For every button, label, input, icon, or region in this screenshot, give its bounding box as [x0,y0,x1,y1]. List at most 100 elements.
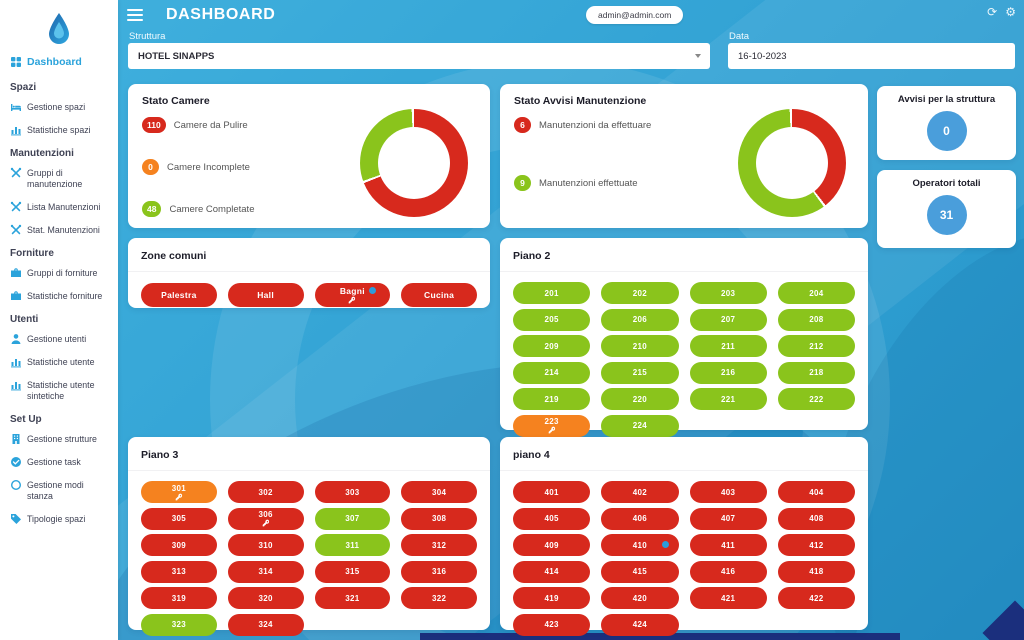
sidebar-item-label: Gestione strutture [27,433,97,444]
room-pill-223[interactable]: 223 [513,414,591,437]
legend-item: 9 Manutenzioni effettuate [514,175,738,191]
room-pill-215[interactable]: 215 [601,361,679,384]
room-pill-406[interactable]: 406 [601,507,679,530]
room-pill-313[interactable]: 313 [141,560,217,583]
sidebar-item-gruppi-di-forniture[interactable]: Gruppi di forniture [10,268,108,279]
room-pill-422[interactable]: 422 [777,587,855,609]
pill-label: 302 [258,487,273,497]
gear-icon[interactable]: ⚙ [1005,5,1016,19]
room-pill-319[interactable]: 319 [141,587,217,609]
pill-label: 415 [632,567,647,576]
room-pill-420[interactable]: 420 [601,587,679,609]
room-pill-218[interactable]: 218 [777,361,855,384]
room-pill-424[interactable]: 424 [601,613,679,636]
room-pill-322[interactable]: 322 [401,587,477,609]
room-pill-423[interactable]: 423 [513,613,591,636]
room-pill-304[interactable]: 304 [401,481,477,503]
room-pill-311[interactable]: 311 [314,534,391,556]
room-pill-312[interactable]: 312 [401,534,477,556]
room-pill-212[interactable]: 212 [777,335,855,357]
room-pill-207[interactable]: 207 [689,308,767,331]
room-pill-303[interactable]: 303 [314,481,391,503]
room-pill-409[interactable]: 409 [513,534,591,556]
room-pill-418[interactable]: 418 [777,560,855,583]
room-pill-216[interactable]: 216 [689,361,767,384]
sidebar-item-gestione-modi-stanza[interactable]: Gestione modi stanza [10,479,108,502]
room-pill-203[interactable]: 203 [689,282,767,304]
room-pill-214[interactable]: 214 [513,361,591,384]
zone-pill-cucina[interactable]: Cucina [401,283,477,307]
room-pill-224[interactable]: 224 [601,414,679,437]
bed-icon [10,101,22,113]
room-pill-307[interactable]: 307 [314,507,391,530]
zone-pill-hall[interactable]: Hall [227,283,304,307]
room-pill-410[interactable]: 410 [601,534,679,556]
struttura-select[interactable]: HOTEL SINAPPS [128,43,710,69]
sidebar-item-label: Lista Manutenzioni [27,201,101,212]
sidebar-item-statistiche-utente-sintetiche[interactable]: Statistiche utente sintetiche [10,380,108,402]
room-pill-211[interactable]: 211 [689,335,767,357]
data-input[interactable]: 16-10-2023 [728,43,1015,69]
sidebar-item-tipologie-spazi[interactable]: Tipologie spazi [10,513,108,525]
room-pill-407[interactable]: 407 [689,507,767,530]
room-pill-405[interactable]: 405 [513,507,591,530]
room-pill-412[interactable]: 412 [777,534,855,556]
room-pill-208[interactable]: 208 [777,308,855,331]
sidebar-item-gestione-utenti[interactable]: Gestione utenti [10,334,108,345]
room-pill-204[interactable]: 204 [777,282,855,304]
zone-pill-bagni[interactable]: Bagni [314,283,391,307]
room-pill-402[interactable]: 402 [601,481,679,503]
room-pill-403[interactable]: 403 [689,481,767,503]
zone-pill-palestra[interactable]: Palestra [141,283,217,307]
room-pill-316[interactable]: 316 [401,560,477,583]
room-pill-309[interactable]: 309 [141,534,217,556]
sidebar-item-gruppi-di-manutenzione[interactable]: Gruppi di manutenzione [10,167,108,190]
room-pill-321[interactable]: 321 [314,587,391,609]
room-pill-302[interactable]: 302 [227,481,304,503]
room-pill-305[interactable]: 305 [141,507,217,530]
room-pill-221[interactable]: 221 [689,388,767,410]
room-pill-411[interactable]: 411 [689,534,767,556]
sidebar-item-statistiche-spazi[interactable]: Statistiche spazi [10,125,108,136]
room-pill-306[interactable]: 306 [227,507,304,530]
room-pill-220[interactable]: 220 [601,388,679,410]
room-pill-408[interactable]: 408 [777,507,855,530]
room-pill-416[interactable]: 416 [689,560,767,583]
room-pill-210[interactable]: 210 [601,335,679,357]
room-pill-419[interactable]: 419 [513,587,591,609]
room-pill-308[interactable]: 308 [401,507,477,530]
sidebar-item-gestione-spazi[interactable]: Gestione spazi [10,102,108,113]
refresh-icon[interactable]: ⟳ [987,5,998,19]
sidebar-item-stat-manutenzioni[interactable]: Stat. Manutenzioni [10,224,108,236]
room-pill-314[interactable]: 314 [227,560,304,583]
room-pill-324[interactable]: 324 [227,613,304,636]
card-stato-avvisi: Stato Avvisi Manutenzione 6 Manutenzioni … [500,84,868,228]
room-pill-404[interactable]: 404 [777,481,855,503]
sidebar-item-statistiche-utente[interactable]: Statistiche utente [10,357,108,368]
building-icon [10,433,22,445]
room-pill-323[interactable]: 323 [141,613,217,636]
sidebar-item-gestione-task[interactable]: Gestione task [10,456,108,468]
sidebar-item-gestione-strutture[interactable]: Gestione strutture [10,433,108,445]
room-pill-414[interactable]: 414 [513,560,591,583]
room-pill-201[interactable]: 201 [513,282,591,304]
room-pill-401[interactable]: 401 [513,481,591,503]
room-pill-205[interactable]: 205 [513,308,591,331]
room-pill-206[interactable]: 206 [601,308,679,331]
room-pill-222[interactable]: 222 [777,388,855,410]
room-pill-421[interactable]: 421 [689,587,767,609]
sidebar-item-statistiche-forniture[interactable]: Statistiche forniture [10,291,108,302]
room-pill-301[interactable]: 301 [141,481,217,503]
pill-label: 401 [544,487,559,497]
user-email-badge[interactable]: admin@admin.com [586,6,684,24]
sidebar-item-lista-manutenzioni[interactable]: Lista Manutenzioni [10,201,108,213]
hamburger-icon[interactable] [127,9,143,21]
room-pill-209[interactable]: 209 [513,335,591,357]
room-pill-310[interactable]: 310 [227,534,304,556]
room-pill-415[interactable]: 415 [601,560,679,583]
room-pill-202[interactable]: 202 [601,282,679,304]
room-pill-320[interactable]: 320 [227,587,304,609]
sidebar-item-dashboard[interactable]: Dashboard [10,56,108,68]
room-pill-219[interactable]: 219 [513,388,591,410]
room-pill-315[interactable]: 315 [314,560,391,583]
